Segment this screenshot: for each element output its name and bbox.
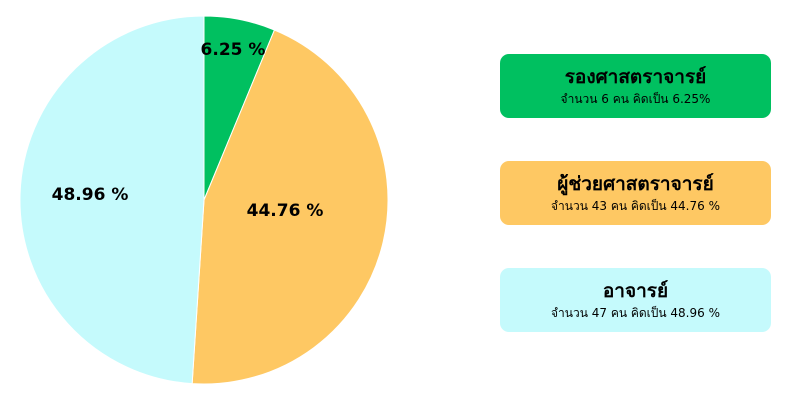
pie-slice-2	[19, 15, 205, 385]
legend-item-associate-professor: รองศาสตราจารย์ จำนวน 6 คน คิดเป็น 6.25%	[500, 54, 771, 118]
pie-slice-label-2: 48.96 %	[52, 185, 129, 205]
legend-subtitle-lecturer: จำนวน 47 คน คิดเป็น 48.96 %	[551, 306, 720, 320]
legend-title-assistant-professor: ผู้ช่วยศาสตราจารย์	[557, 173, 714, 195]
legend-subtitle-associate-professor: จำนวน 6 คน คิดเป็น 6.25%	[560, 92, 711, 106]
pie-chart: 6.25 % 44.76 % 48.96 %	[19, 15, 389, 385]
legend-item-lecturer: อาจารย์ จำนวน 47 คน คิดเป็น 48.96 %	[500, 268, 771, 332]
pie-chart-svg: 6.25 % 44.76 % 48.96 %	[19, 15, 389, 385]
legend-item-assistant-professor: ผู้ช่วยศาสตราจารย์ จำนวน 43 คน คิดเป็น 4…	[500, 161, 771, 225]
pie-slice-label-1: 44.76 %	[247, 201, 324, 221]
legend-subtitle-assistant-professor: จำนวน 43 คน คิดเป็น 44.76 %	[551, 199, 720, 213]
legend-title-associate-professor: รองศาสตราจารย์	[564, 66, 707, 88]
pie-slice-1	[191, 29, 389, 385]
legend-title-lecturer: อาจารย์	[602, 280, 669, 302]
pie-slice-label-0: 6.25 %	[201, 40, 266, 60]
